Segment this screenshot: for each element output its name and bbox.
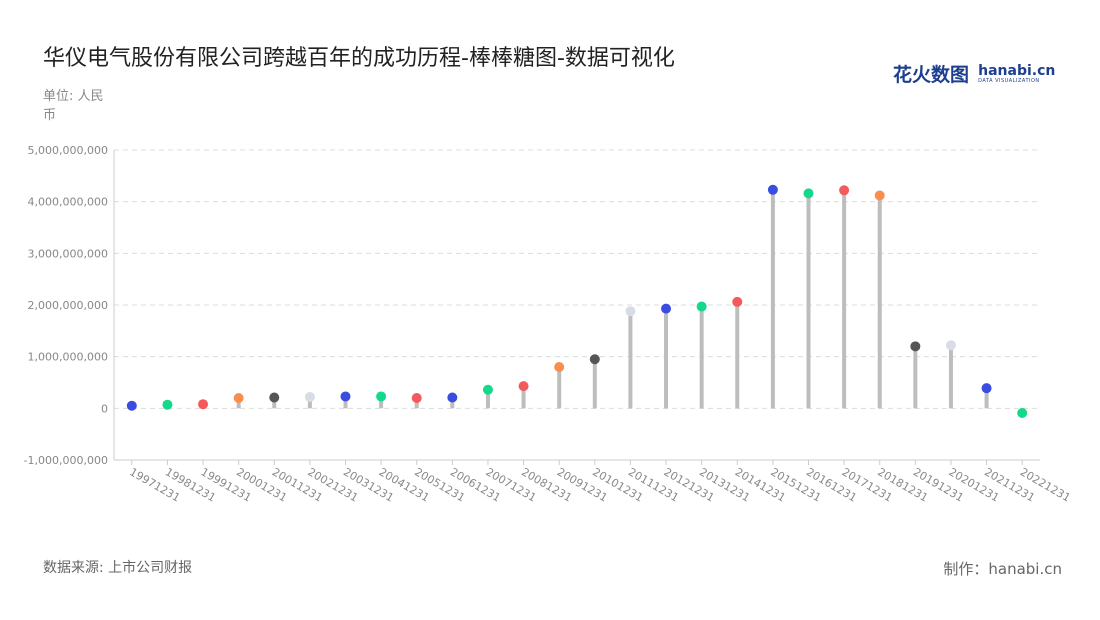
y-tick-label: 5,000,000,000 [28,144,108,157]
lollipop-dot [767,184,778,195]
lollipop-dot [233,393,244,403]
y-tick-label: 2,000,000,000 [28,299,108,312]
lollipop-dot [661,303,672,314]
lollipop-dot [625,306,636,317]
lollipop-dot [981,383,992,394]
lollipop-dot [589,354,600,365]
y-tick-label: 1,000,000,000 [28,351,108,364]
y-tick-label: 4,000,000,000 [28,196,108,209]
chart-title: 华仪电气股份有限公司跨越百年的成功历程-棒棒糖图-数据可视化 [43,46,675,71]
y-tick-label: -1,000,000,000 [24,454,108,467]
lollipop-dot [554,362,565,372]
unit-label: 单位: 人民币 [43,89,104,123]
lollipop-dot [839,185,850,196]
lollipop-dot [696,301,707,312]
lollipop-dot [874,190,885,201]
lollipop-dot [910,341,921,352]
brand-logo: 花火数图 hanabi.cn DATA VISUALIZATION [893,60,1055,87]
lollipop-dot [126,400,137,411]
lollipop-dot [945,340,956,351]
logo-en-text: hanabi.cn [978,62,1056,79]
lollipop-dot [162,399,173,410]
credit-label: 制作：hanabi.cn [943,560,1062,578]
lollipop-dot [1017,407,1028,418]
lollipop-dot [411,393,422,403]
lollipop-dot [803,188,814,199]
lollipop-dot [304,391,315,402]
data-source: 数据来源: 上市公司财报 [43,560,193,576]
lollipop-dot [269,392,280,403]
logo-cn-text: 花火数图 [893,64,970,86]
y-tick-label: 0 [101,402,108,415]
lollipop-dot [518,381,529,392]
lollipop-dot [376,391,387,402]
lollipop-dot [447,392,458,403]
lollipop-dot [198,399,209,410]
lollipop-dot [340,391,351,402]
lollipop-dot [732,296,743,307]
lollipop-dot [482,384,493,395]
logo-en-block: hanabi.cn DATA VISUALIZATION [978,64,1055,84]
y-tick-label: 3,000,000,000 [28,247,108,260]
logo-en-subtext: DATA VISUALIZATION [978,77,1040,84]
